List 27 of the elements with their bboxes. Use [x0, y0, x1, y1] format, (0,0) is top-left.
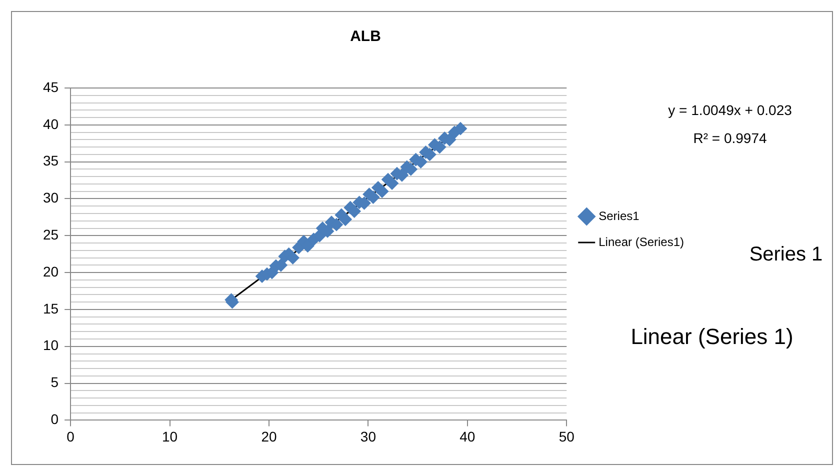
- chart-title: ALB: [350, 28, 382, 46]
- x-tick-label: 0: [66, 428, 75, 444]
- point: [286, 251, 300, 264]
- x-tick-label: 20: [261, 428, 277, 444]
- x-tick-label: 30: [360, 428, 376, 444]
- y-tick-label: 25: [42, 226, 59, 243]
- x-tick-label: 50: [558, 428, 575, 444]
- text: y = 1.0049x + 0.023: [668, 102, 792, 118]
- text: Linear (Series 1): [630, 324, 794, 350]
- x-tick-label: 40: [460, 428, 476, 444]
- y-tick-label: 0: [50, 411, 59, 428]
- y-tick-label: 30: [42, 190, 59, 206]
- y-tick-label: 15: [42, 300, 59, 316]
- y-tick-label: 20: [42, 263, 59, 280]
- point: [454, 122, 467, 136]
- text: Series 1: [749, 244, 823, 266]
- y-tick-label: 5: [50, 374, 59, 390]
- legend-label: Linear (Series1): [598, 234, 684, 249]
- text: R² = 0.9974: [693, 130, 767, 146]
- y-tick-label: 40: [42, 116, 59, 132]
- y-tick-label: 10: [42, 337, 59, 354]
- point: [386, 176, 399, 190]
- legend-label: Series1: [598, 208, 640, 223]
- y-tick-label: 45: [42, 78, 59, 95]
- y-tick-label: 35: [42, 152, 59, 169]
- x-tick-label: 10: [162, 428, 178, 444]
- point: [376, 184, 389, 198]
